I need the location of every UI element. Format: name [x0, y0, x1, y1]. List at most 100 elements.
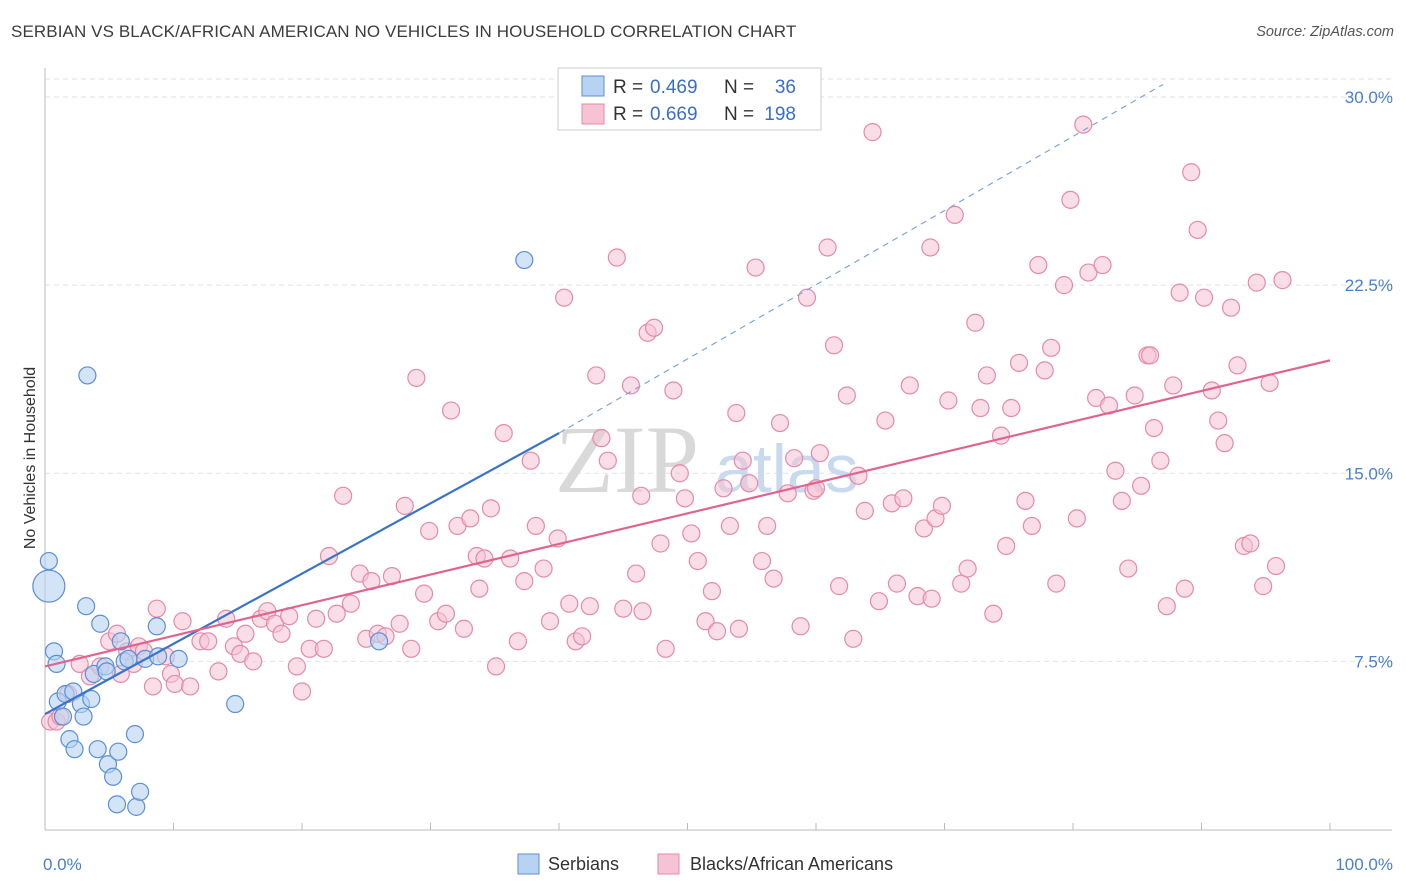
data-point-blacks: [209, 662, 228, 681]
x-tick-labels: 0.0% 100.0%: [43, 855, 1393, 874]
data-point-blacks: [1151, 451, 1170, 470]
legend-r-label: R =: [613, 104, 643, 125]
data-point-blacks: [810, 444, 829, 463]
data-point-blacks: [598, 451, 617, 470]
data-point-blacks: [327, 604, 346, 623]
data-point-serbians: [125, 725, 145, 744]
data-point-blacks: [1022, 516, 1041, 536]
data-point-blacks: [688, 551, 707, 571]
data-point-blacks: [436, 604, 456, 623]
data-point-blacks: [292, 682, 312, 701]
source-label: Source: ZipAtlas.com: [1256, 24, 1394, 40]
data-point-blacks: [414, 584, 434, 603]
data-point-blacks: [526, 516, 545, 536]
data-point-blacks: [1266, 556, 1286, 576]
data-point-blacks: [540, 612, 560, 631]
data-point-blacks: [932, 496, 952, 515]
data-point-blacks: [707, 622, 727, 641]
data-point-blacks: [1157, 597, 1176, 616]
x-tick-label: 0.0%: [43, 855, 82, 874]
data-point-blacks: [1093, 255, 1112, 275]
data-point-blacks: [494, 424, 513, 443]
data-point-serbians: [88, 740, 107, 759]
data-point-blacks: [656, 639, 675, 658]
data-point-blacks: [621, 376, 641, 395]
data-point-serbians: [515, 250, 534, 270]
data-point-blacks: [573, 627, 592, 646]
data-point-blacks: [1029, 255, 1048, 275]
data-point-serbians: [109, 742, 128, 761]
data-point-blacks: [1016, 491, 1035, 510]
data-point-blacks: [746, 258, 765, 277]
data-point-blacks: [900, 376, 919, 395]
data-point-blacks: [1132, 476, 1151, 495]
data-point-blacks: [714, 479, 733, 498]
bottom-legend-label-serbians: Serbians: [548, 854, 619, 874]
data-point-blacks: [1221, 298, 1241, 317]
data-point-blacks: [626, 564, 646, 583]
data-point-blacks: [441, 401, 461, 420]
data-point-blacks: [515, 572, 534, 591]
data-point-blacks: [727, 403, 746, 423]
data-point-blacks: [939, 391, 958, 410]
data-point-blacks: [1074, 115, 1093, 134]
data-point-blacks: [758, 516, 777, 536]
data-point-blacks: [966, 313, 985, 332]
data-point-serbians: [130, 782, 150, 801]
data-point-serbians: [74, 707, 93, 726]
data-point-blacks: [855, 501, 874, 520]
data-point-blacks: [521, 451, 540, 470]
data-point-blacks: [272, 624, 291, 643]
data-point-blacks: [1125, 386, 1144, 405]
trend-lines: [44, 83, 1331, 716]
legend-r-label: R =: [613, 77, 643, 98]
data-point-serbians: [77, 597, 96, 616]
y-tick-label: 7.5%: [1354, 652, 1393, 671]
bottom-legend-label-blacks: Blacks/African Americans: [690, 854, 893, 874]
series-blacks-points: [41, 115, 1292, 731]
data-point-blacks: [1182, 163, 1201, 182]
legend-n-label: N =: [724, 77, 754, 98]
data-point-blacks: [1119, 559, 1138, 578]
data-point-blacks: [1194, 288, 1214, 307]
data-point-blacks: [147, 599, 166, 618]
data-point-blacks: [921, 238, 940, 257]
data-point-blacks: [844, 629, 863, 648]
data-point-blacks: [958, 559, 977, 578]
series-serbians-points: [32, 250, 534, 816]
legend-n-label: N =: [724, 104, 754, 125]
data-point-blacks: [869, 592, 889, 611]
data-point-blacks: [876, 411, 895, 430]
data-point-blacks: [824, 336, 844, 355]
data-point-blacks: [1144, 419, 1164, 438]
data-point-blacks: [143, 677, 163, 696]
data-point-blacks: [165, 674, 184, 694]
data-point-blacks: [341, 594, 360, 613]
data-point-blacks: [481, 499, 500, 518]
data-point-blacks: [508, 632, 527, 651]
watermark: ZIP atlas: [555, 406, 859, 513]
data-point-blacks: [791, 617, 810, 636]
data-point-serbians: [53, 707, 73, 726]
data-point-blacks: [670, 464, 689, 483]
data-point-blacks: [334, 486, 353, 505]
data-point-serbians: [104, 767, 123, 786]
data-point-blacks: [402, 639, 421, 658]
legend-swatch-blacks: [581, 103, 605, 125]
data-point-blacks: [244, 652, 263, 671]
data-point-blacks: [945, 205, 964, 224]
data-point-blacks: [644, 318, 664, 337]
data-point-blacks: [607, 248, 626, 267]
data-point-blacks: [395, 496, 414, 515]
data-point-blacks: [614, 599, 633, 618]
data-point-blacks: [1241, 534, 1260, 553]
trend-serbians: [44, 432, 560, 716]
data-point-blacks: [307, 609, 326, 628]
trend-blacks: [44, 359, 1331, 668]
data-point-blacks: [475, 549, 494, 568]
data-point-blacks: [555, 288, 574, 307]
data-point-blacks: [181, 677, 200, 696]
x-tick-label: 100.0%: [1335, 855, 1393, 874]
data-point-blacks: [173, 612, 192, 631]
